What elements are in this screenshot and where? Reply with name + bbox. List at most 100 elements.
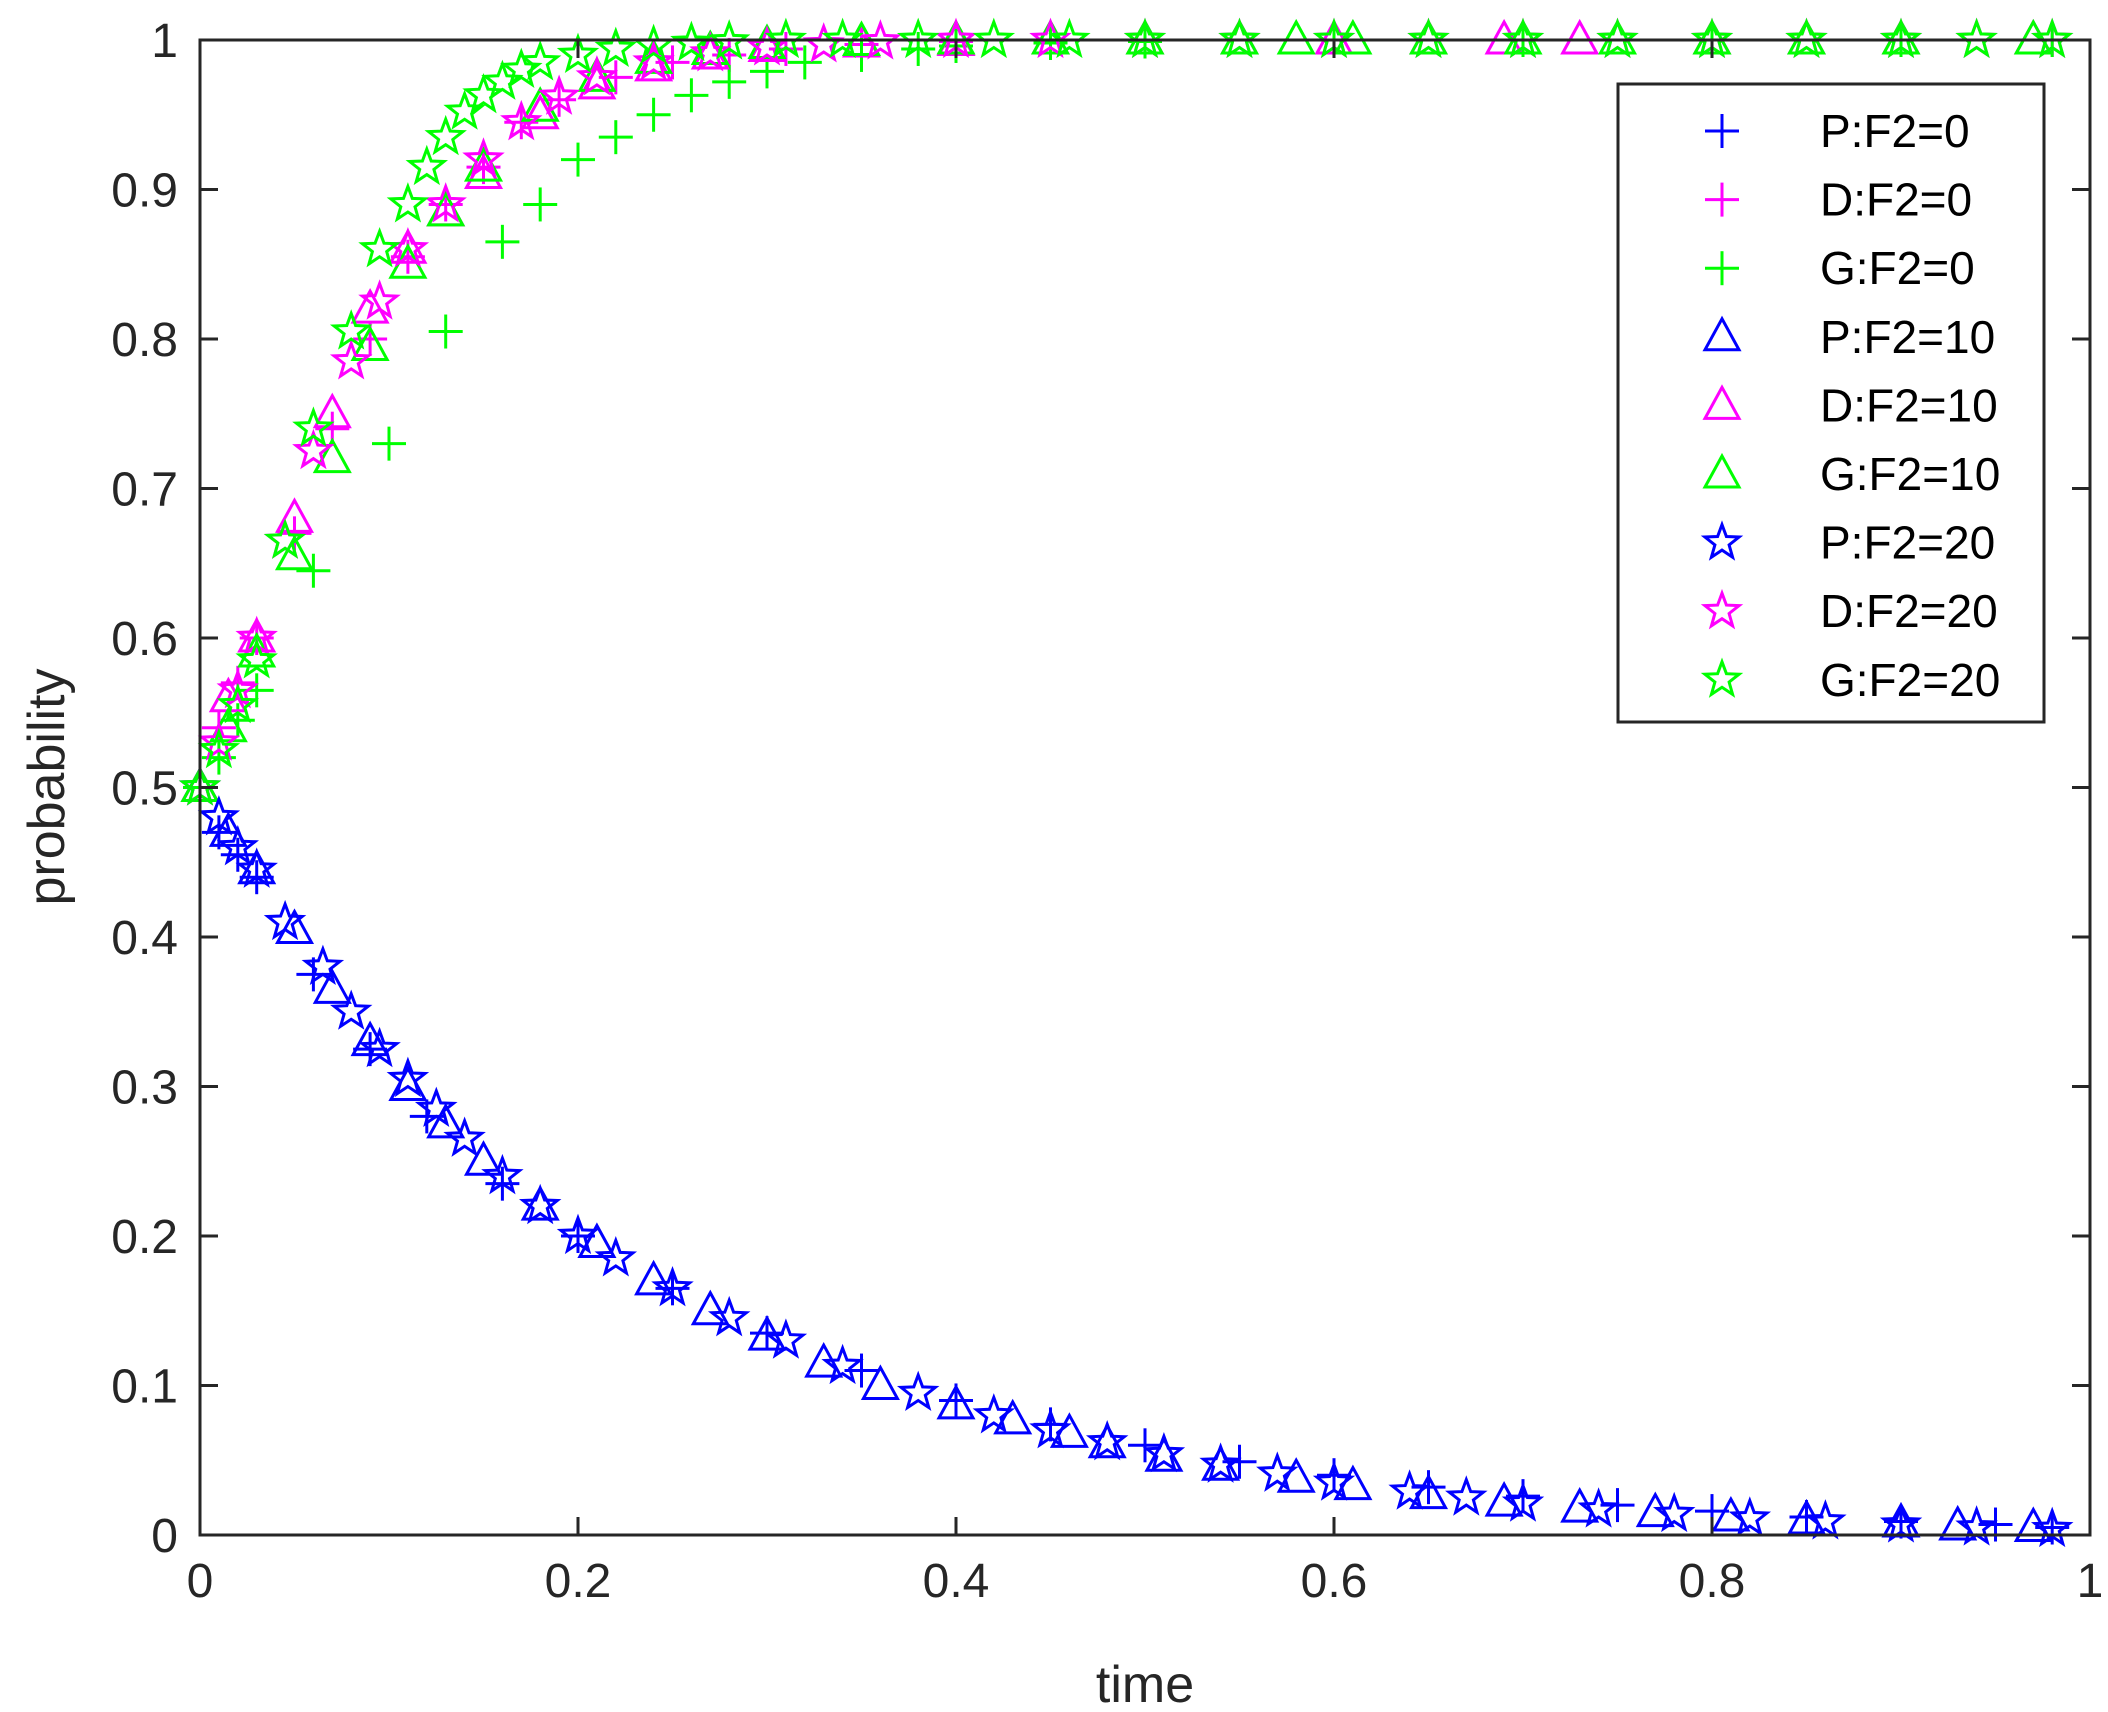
data-point — [1711, 1495, 1751, 1532]
legend-marker — [1702, 315, 1742, 352]
data-point — [274, 497, 315, 533]
data-point — [1085, 1419, 1129, 1461]
legend-entry: G:F2=10 — [1702, 448, 2000, 500]
x-axis-label: time — [1096, 1656, 1194, 1712]
data-point — [1219, 18, 1260, 55]
data-point — [237, 616, 277, 653]
data-point — [1312, 1460, 1356, 1501]
data-point — [1938, 1504, 1978, 1541]
data-point — [197, 727, 241, 769]
data-point — [292, 428, 335, 470]
legend-entry: G:F2=20 — [1700, 654, 2000, 706]
legend: P:F2=0 D:F2=0 G:F2=0 P:F2=10 D:F2=10 G:F2=10 P… — [1616, 82, 2046, 724]
data-point — [764, 1318, 808, 1359]
legend-label: P:F2=0 — [1820, 105, 1970, 157]
data-point — [216, 667, 260, 709]
legend-entry: D:F2=0 — [1705, 174, 1972, 226]
legend-entry: P:F2=20 — [1700, 517, 1995, 569]
data-point — [634, 1259, 674, 1296]
data-point — [1142, 1431, 1186, 1473]
data-point — [481, 59, 524, 100]
data-point — [1879, 1502, 1923, 1543]
data-point — [463, 1140, 504, 1176]
data-point — [197, 720, 241, 761]
data-point — [1560, 1486, 1600, 1523]
data-point — [537, 74, 581, 115]
data-point — [1333, 18, 1373, 55]
data-point — [1596, 17, 1639, 59]
data-point — [329, 989, 373, 1030]
data-point — [1560, 18, 1600, 55]
data-point — [274, 908, 315, 945]
legend-entry: D:F2=20 — [1700, 585, 1998, 637]
data-point — [237, 848, 277, 885]
data-point — [1577, 1487, 1620, 1528]
data-point — [386, 1056, 430, 1098]
data-point — [424, 182, 467, 223]
data-point — [312, 968, 352, 1004]
data-point — [358, 1026, 401, 1068]
data-point — [1728, 1496, 1772, 1537]
x-tick-label: 0 — [187, 1555, 214, 1608]
data-point — [1123, 17, 1167, 59]
data-point — [707, 19, 751, 60]
series-p-f2-10 — [180, 766, 2053, 1543]
data-point — [1786, 18, 1827, 55]
data-point — [462, 137, 505, 178]
y-tick-label: 0.8 — [111, 314, 178, 367]
data-point — [1955, 17, 1998, 59]
data-point — [1597, 18, 1638, 55]
data-point — [424, 114, 467, 156]
data-point — [972, 17, 1016, 59]
legend-entry: G:F2=0 — [1705, 242, 1975, 294]
data-point — [896, 1370, 940, 1411]
x-tick-label: 0.2 — [545, 1555, 612, 1608]
data-point — [577, 56, 617, 92]
series-p-f2-20 — [178, 765, 2074, 1548]
legend-entry: D:F2=10 — [1702, 379, 1998, 431]
data-point — [414, 1086, 458, 1128]
legend-entry: P:F2=10 — [1702, 311, 1995, 363]
data-point — [651, 1265, 694, 1307]
data-point — [577, 1222, 617, 1258]
data-point — [598, 120, 633, 155]
legend-marker — [1705, 182, 1739, 217]
data-point — [1218, 17, 1261, 59]
data-point — [936, 1383, 976, 1420]
legend-marker — [1700, 657, 1744, 698]
data-point — [239, 673, 274, 708]
legend-label: P:F2=10 — [1820, 311, 1995, 363]
data-point — [674, 78, 709, 113]
data-point — [1048, 17, 1091, 59]
data-point — [594, 1236, 638, 1277]
data-point — [1785, 17, 1828, 59]
data-point — [632, 40, 675, 81]
data-point — [1276, 18, 1316, 55]
data-point — [1881, 18, 1921, 55]
data-point — [426, 1102, 466, 1139]
data-point — [575, 55, 619, 96]
y-tick-label: 0.2 — [111, 1211, 178, 1264]
data-point — [690, 1289, 730, 1326]
x-axis-ticks: 0 0.2 0.4 0.6 0.8 1 — [187, 40, 2103, 1608]
data-point — [1879, 17, 1923, 59]
data-point — [1635, 1491, 1675, 1528]
legend-label: P:F2=20 — [1820, 517, 1995, 569]
data-point — [1445, 1475, 1488, 1516]
data-point — [216, 824, 260, 866]
data-point — [520, 86, 560, 122]
data-point — [750, 1316, 784, 1351]
data-point — [561, 142, 595, 177]
data-point — [993, 1398, 1033, 1435]
data-point — [1276, 1457, 1316, 1493]
legend-marker — [1700, 588, 1744, 630]
data-point — [350, 287, 390, 324]
legend-marker — [1705, 251, 1739, 286]
data-point — [500, 99, 543, 141]
data-point — [1199, 1442, 1242, 1483]
data-point — [1029, 1407, 1072, 1449]
data-point — [388, 228, 428, 264]
series-g-f2-20 — [178, 17, 2074, 806]
